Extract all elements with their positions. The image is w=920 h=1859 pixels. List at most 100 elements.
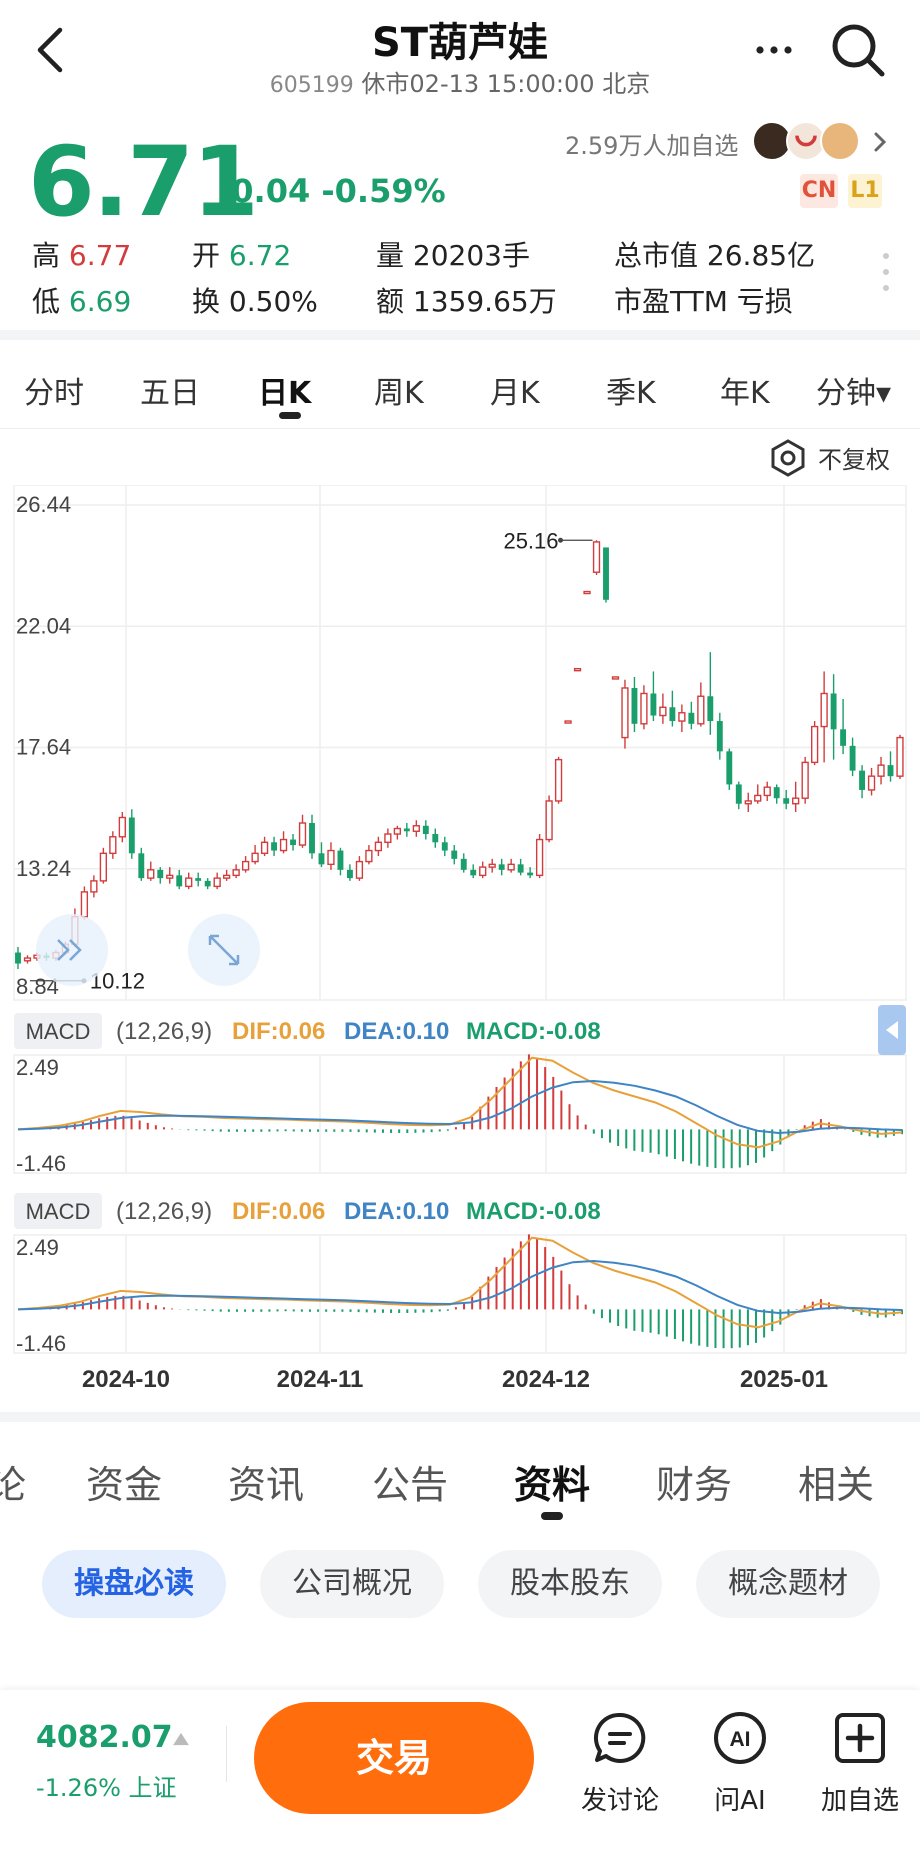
candle-body: [118, 816, 126, 838]
candle-body: [507, 863, 515, 871]
stat-mktcap: 总市值 26.85亿: [614, 239, 816, 272]
pill-gongsi[interactable]: 公司概况: [260, 1550, 444, 1618]
chart-frame: [13, 485, 907, 1001]
pill-gainian[interactable]: 概念题材: [696, 1550, 880, 1618]
discuss-label[interactable]: 发讨论: [580, 1786, 659, 1816]
badge-l1: L1: [848, 174, 882, 208]
x-axis-label: 2024-12: [502, 1366, 590, 1393]
candle-body: [527, 872, 534, 876]
candle-body: [488, 863, 496, 868]
chevron-right-icon[interactable]: [870, 128, 890, 156]
macd-tag-bg: [14, 1193, 102, 1229]
discuss-icon[interactable]: [592, 1710, 648, 1766]
tab-rik[interactable]: 日K: [258, 376, 312, 411]
tab-gonggao[interactable]: 公告: [372, 1463, 449, 1507]
candle-body: [109, 836, 117, 855]
svg-text:AI: AI: [730, 1728, 751, 1751]
tab-zijin[interactable]: 资金: [86, 1463, 163, 1507]
add-watchlist-label[interactable]: 加自选: [820, 1786, 899, 1816]
fuquan-toggle[interactable]: 不复权: [818, 446, 890, 474]
trade-button[interactable]: 交易: [254, 1702, 534, 1814]
tab-lun[interactable]: 论: [0, 1463, 27, 1507]
divider: [0, 1412, 920, 1422]
candle-body: [355, 860, 364, 879]
avatar-3[interactable]: [820, 121, 860, 161]
candle-body: [80, 891, 89, 918]
tab-ziliao[interactable]: 资料: [514, 1463, 591, 1507]
candle-body: [451, 850, 458, 859]
candle-body: [223, 874, 231, 879]
candle-body: [432, 834, 439, 843]
candle-body: [204, 880, 211, 887]
vertical-more-icon[interactable]: [880, 250, 892, 294]
search-icon[interactable]: [828, 20, 888, 80]
ai-icon[interactable]: AI: [712, 1710, 768, 1766]
candle-body: [716, 721, 723, 752]
avatar-1[interactable]: [752, 121, 792, 161]
candle-body: [241, 860, 250, 871]
candle-body: [412, 825, 420, 832]
tab-xiangguan[interactable]: 相关: [798, 1463, 875, 1507]
pill-caopan[interactable]: 操盘必读: [42, 1550, 226, 1618]
tab-fenshi[interactable]: 分时: [24, 376, 84, 411]
macd-value: MACD:-0.08: [466, 1198, 601, 1225]
add-watchlist-icon[interactable]: [832, 1710, 888, 1766]
candle-body: [271, 842, 278, 851]
candle-body: [773, 787, 780, 799]
candle-body: [801, 761, 809, 799]
macd-panel-1: MACD (12,26,9) DIF:0.06 DEA:0.10 MACD:-0.08 2…: [13, 1005, 907, 1176]
stat-turnover: 换 0.50%: [192, 285, 318, 318]
candle-body: [763, 786, 771, 797]
stock-code: 605199: [269, 73, 354, 98]
candle-body: [678, 712, 686, 722]
candle-body: [640, 692, 648, 725]
macd-tag: MACD: [26, 1019, 91, 1044]
stat-open: 开 6.72: [192, 239, 292, 272]
macd-frame: [13, 1054, 907, 1174]
candle-body: [309, 823, 315, 854]
candle-body: [260, 841, 269, 855]
candle-body: [707, 696, 714, 722]
macd-ymin: -1.46: [16, 1151, 66, 1176]
back-arrow-icon[interactable]: [30, 22, 70, 78]
tab-jik[interactable]: 季K: [606, 376, 656, 411]
tab-fenzhong[interactable]: 分钟▾: [816, 376, 892, 411]
candle-body: [498, 864, 505, 870]
candle-body: [820, 692, 828, 728]
tab-wuri[interactable]: 五日: [140, 376, 200, 411]
macd-dea: DEA:0.10: [344, 1198, 449, 1225]
index-value[interactable]: 4082.07: [36, 1720, 173, 1755]
candle-body: [517, 864, 524, 873]
tab-zhouk[interactable]: 周K: [374, 376, 424, 411]
avatar-2[interactable]: [786, 121, 826, 161]
tab-caiwu[interactable]: 财务: [656, 1463, 733, 1507]
tab-yuek[interactable]: 月K: [490, 376, 540, 411]
macd-dif: DIF:0.06: [232, 1198, 325, 1225]
divider: [0, 330, 920, 340]
macd-dif: DIF:0.06: [232, 1018, 325, 1045]
more-icon[interactable]: [752, 28, 796, 72]
scroll-left-button-bg: [36, 914, 108, 986]
candle-body: [298, 822, 307, 846]
candle-body: [849, 745, 856, 771]
index-change[interactable]: -1.26% 上证: [36, 1774, 177, 1802]
candle-body: [573, 667, 582, 672]
candle-body: [441, 842, 448, 851]
followers-count[interactable]: 2.59万人加自选: [565, 132, 739, 160]
triangle-left-icon: [886, 1021, 898, 1039]
candle-body: [232, 869, 240, 877]
tab-zixun[interactable]: 资讯: [228, 1463, 305, 1507]
y-axis-label: 17.64: [16, 735, 71, 760]
candle-body: [697, 695, 705, 725]
tab-niank[interactable]: 年K: [720, 376, 770, 411]
pill-guben[interactable]: 股本股东: [478, 1550, 662, 1618]
macd-ymax: 2.49: [16, 1235, 59, 1260]
macd-value: MACD:-0.08: [466, 1018, 601, 1045]
ai-label[interactable]: 问AI: [714, 1786, 766, 1816]
settings-hex-icon[interactable]: [768, 438, 808, 478]
candle-body: [213, 877, 221, 888]
candle-body: [337, 850, 344, 870]
stat-high: 高 6.77: [32, 239, 132, 272]
market-status: 休市02-13 15:00:00 北京: [361, 70, 651, 98]
